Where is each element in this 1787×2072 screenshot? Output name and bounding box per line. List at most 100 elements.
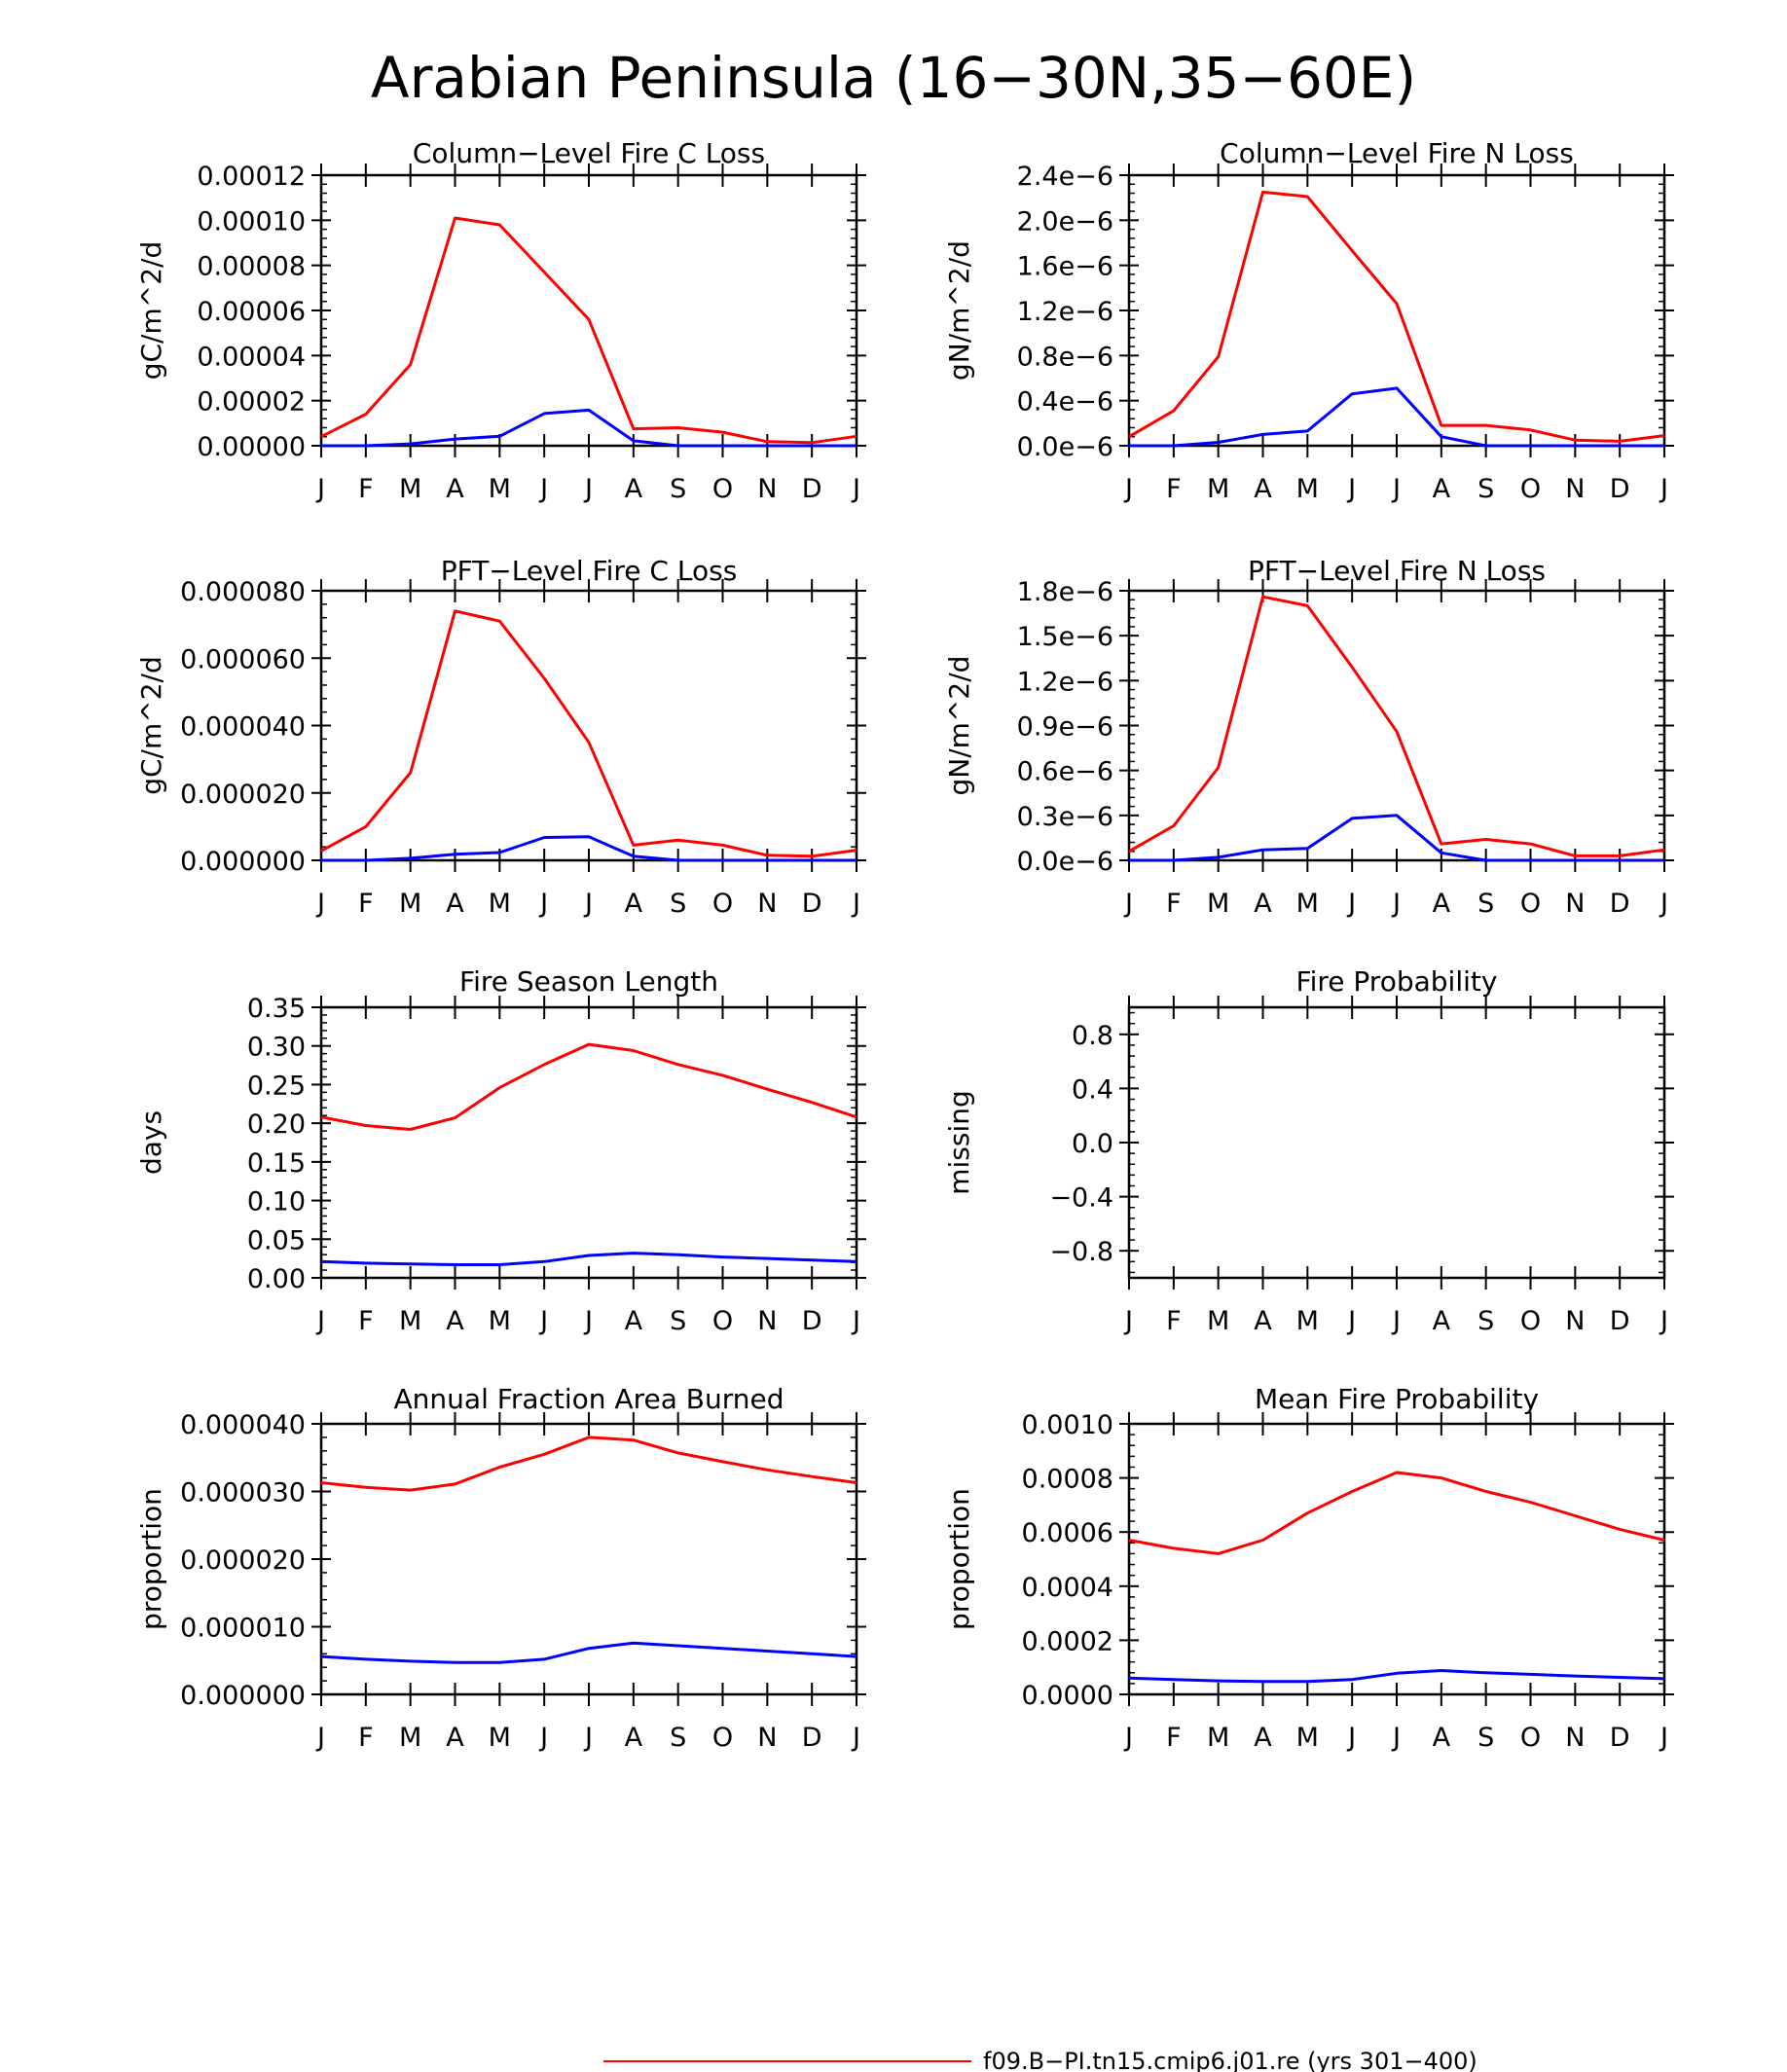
y-axis-label: proportion (943, 1488, 975, 1630)
x-tick-label: D (802, 1723, 822, 1753)
y-tick-label: 0.00012 (197, 162, 306, 192)
series-line-red (320, 216, 857, 445)
panel-title: Fire Probability (1296, 965, 1498, 998)
y-tick-label: 2.4e−6 (1017, 162, 1113, 192)
x-tick-label: O (712, 1723, 733, 1753)
x-tick-label: J (583, 474, 593, 504)
panel-3: PFT−Level Fire C LossgC/m^2/d0.0000000.0… (135, 555, 866, 919)
x-tick-label: D (1610, 1723, 1630, 1753)
y-tick-label: 0.8e−6 (1017, 342, 1113, 372)
x-tick-label: A (1433, 1306, 1451, 1336)
x-tick-label: J (1391, 1723, 1401, 1753)
plot-frame (319, 589, 858, 862)
x-tick-label: A (625, 1306, 643, 1336)
x-tick-label: N (757, 1306, 777, 1336)
y-tick-label: 0.000020 (180, 780, 306, 810)
y-axis-label: gN/m^2/d (943, 240, 975, 381)
x-tick-label: A (1433, 889, 1451, 919)
x-tick-label: F (1166, 1723, 1182, 1753)
x-tick-label: J (1346, 1306, 1356, 1336)
x-tick-label: J (583, 889, 593, 919)
x-tick-label: S (670, 889, 686, 919)
x-tick-label: D (1610, 474, 1630, 504)
x-tick-label: M (489, 889, 511, 919)
y-tick-label: 1.2e−6 (1017, 667, 1113, 697)
y-tick-label: 0.00004 (197, 342, 306, 372)
x-tick-label: O (712, 1306, 733, 1336)
plot-frame (319, 1005, 858, 1280)
y-tick-label: 1.2e−6 (1017, 297, 1113, 327)
y-tick-label: 0.00 (247, 1264, 306, 1294)
series-line-red (320, 609, 857, 858)
series-line-blue (321, 408, 857, 448)
y-tick-label: 0.9e−6 (1017, 712, 1113, 743)
x-tick-label: O (1520, 1306, 1541, 1336)
x-tick-label: J (851, 474, 860, 504)
x-tick-label: J (1123, 474, 1133, 504)
x-tick-label: O (1520, 1723, 1541, 1753)
y-tick-label: 0.10 (247, 1187, 306, 1218)
x-tick-label: S (1477, 474, 1494, 504)
y-tick-label: 0.000040 (180, 712, 306, 743)
x-tick-label: M (1296, 1723, 1319, 1753)
x-tick-label: A (446, 889, 464, 919)
y-tick-label: 0.000000 (180, 1681, 306, 1711)
y-tick-label: 0.30 (247, 1033, 306, 1063)
x-tick-label: S (1477, 1306, 1494, 1336)
plot-frame (1127, 173, 1666, 448)
x-tick-label: D (802, 1306, 822, 1336)
y-tick-label: 0.35 (247, 994, 306, 1024)
y-axis-label: gC/m^2/d (135, 241, 167, 381)
panel-title: Annual Fraction Area Burned (394, 1383, 784, 1415)
y-tick-label: 0.6e−6 (1017, 757, 1113, 787)
x-tick-label: M (1207, 474, 1229, 504)
y-tick-label: 0.000010 (180, 1614, 306, 1644)
y-tick-label: 0.8 (1072, 1021, 1113, 1051)
x-tick-label: M (1207, 1306, 1229, 1336)
x-tick-label: A (625, 1723, 643, 1753)
x-tick-label: M (1296, 1306, 1319, 1336)
y-tick-label: 0.0006 (1022, 1518, 1113, 1548)
x-tick-label: J (851, 1723, 860, 1753)
y-axis-label: missing (943, 1090, 975, 1195)
x-tick-label: M (1207, 1723, 1229, 1753)
x-tick-label: N (1565, 474, 1585, 504)
x-tick-label: J (583, 1306, 593, 1336)
y-tick-label: 0.000000 (180, 847, 306, 877)
y-axis-label: gN/m^2/d (943, 656, 975, 796)
x-tick-label: N (1565, 889, 1585, 919)
figure-title: Arabian Peninsula (16−30N,35−60E) (371, 45, 1416, 111)
series-line-red (1128, 190, 1665, 443)
x-tick-label: F (358, 889, 374, 919)
x-tick-label: A (1254, 1306, 1272, 1336)
y-tick-label: 0.000040 (180, 1410, 306, 1440)
y-tick-label: 1.8e−6 (1017, 577, 1113, 607)
x-tick-label: J (538, 1306, 548, 1336)
y-tick-label: 0.15 (247, 1148, 306, 1179)
series-line-red (320, 1042, 857, 1131)
plot-frame (1127, 1422, 1666, 1696)
panel-7: Annual Fraction Area Burned proportion 0.0… (135, 1383, 866, 1753)
panel-5: Fire Season Length days 0.00 0.05 0.10 0.15 0.… (135, 965, 866, 1336)
x-tick-label: J (1346, 889, 1356, 919)
x-tick-label: M (399, 1306, 421, 1336)
x-tick-label: F (1166, 474, 1182, 504)
x-tick-label: J (1659, 889, 1668, 919)
x-tick-label: D (802, 474, 822, 504)
plot-frame (319, 173, 858, 448)
x-tick-label: J (1659, 1306, 1668, 1336)
x-tick-label: J (538, 889, 548, 919)
panel-title: Mean Fire Probability (1255, 1383, 1539, 1415)
x-tick-label: F (358, 1306, 374, 1336)
x-tick-label: A (1254, 889, 1272, 919)
x-tick-label: D (1610, 1306, 1630, 1336)
x-tick-label: J (1659, 1723, 1668, 1753)
x-tick-label: J (1123, 1306, 1133, 1336)
x-tick-label: O (1520, 474, 1541, 504)
y-tick-label: 0.25 (247, 1071, 306, 1101)
y-tick-label: 0.0004 (1022, 1573, 1113, 1603)
panel-6: Fire Probability missing −0.8 −0.4 0.0 0.4 0.8… (943, 965, 1674, 1336)
x-tick-label: A (625, 889, 643, 919)
panel-2: Column−Level Fire N LossgN/m^2/d0.0e−60.… (943, 137, 1674, 504)
x-tick-label: F (1166, 1306, 1182, 1336)
